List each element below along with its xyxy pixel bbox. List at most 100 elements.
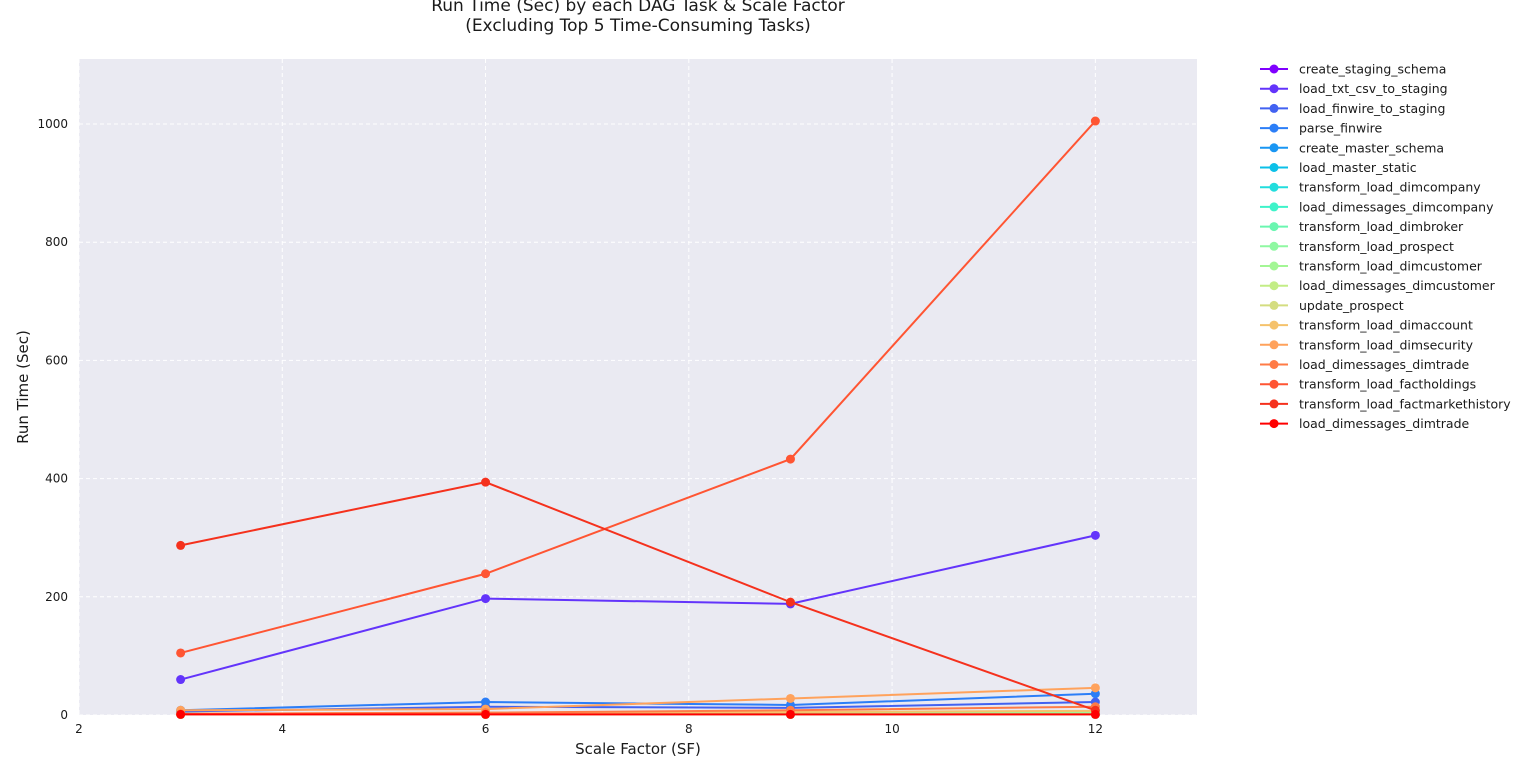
data-point <box>785 454 795 464</box>
series-load_dimessages_dimtrade <box>176 709 1100 719</box>
data-point <box>481 697 491 707</box>
chart-title-line2: (Excluding Top 5 Time-Consuming Tasks) <box>465 16 811 36</box>
legend-entry: parse_finwire <box>1260 121 1383 136</box>
y-tick-label: 400 <box>45 472 68 486</box>
legend-label: transform_load_factholdings <box>1299 377 1476 392</box>
legend-swatch-marker <box>1269 123 1279 133</box>
y-tick-label: 200 <box>45 590 68 604</box>
series-line <box>180 481 1096 712</box>
legend-label: load_dimessages_dimcompany <box>1299 199 1494 214</box>
legend-label: load_txt_csv_to_staging <box>1299 81 1448 96</box>
series-line <box>180 705 1096 715</box>
legend-label: update_prospect <box>1299 298 1404 313</box>
legend-label: transform_load_dimcompany <box>1299 180 1481 195</box>
data-point <box>176 675 186 685</box>
legend-entry: load_dimessages_dimcompany <box>1260 199 1494 214</box>
legend-entry: load_master_static <box>1260 160 1417 175</box>
legend-entry: load_dimessages_dimtrade <box>1260 357 1470 372</box>
legend-swatch-marker <box>1269 281 1279 291</box>
legend-entry: load_dimessages_dimcustomer <box>1260 278 1496 293</box>
x-tick-label: 12 <box>1088 722 1103 736</box>
data-point <box>1090 683 1100 693</box>
legend-label: transform_load_dimcustomer <box>1299 259 1483 274</box>
series-line <box>180 534 1096 681</box>
legend-entry: create_staging_schema <box>1260 62 1446 77</box>
legend-entry: load_finwire_to_staging <box>1260 101 1445 116</box>
legend-entry: transform_load_dimcompany <box>1260 180 1481 195</box>
x-axis-ticks: 2 4 6 8 10 12 <box>75 722 1103 736</box>
legend-entry: transform_load_dimaccount <box>1260 318 1473 333</box>
legend-label: load_dimessages_dimtrade <box>1299 416 1470 431</box>
series-transform_load_factholdings <box>176 116 1100 658</box>
legend-label: create_master_schema <box>1299 140 1444 155</box>
x-tick-label: 4 <box>278 722 286 736</box>
data-point <box>785 597 795 607</box>
legend-swatch-marker <box>1269 222 1279 232</box>
legend-label: load_finwire_to_staging <box>1299 101 1445 116</box>
legend-swatch-marker <box>1269 360 1279 369</box>
legend-swatch-marker <box>1269 64 1279 74</box>
x-tick-label: 8 <box>685 722 693 736</box>
legend-label: transform_load_dimsecurity <box>1299 337 1474 352</box>
series-lines <box>176 116 1100 719</box>
legend-label: transform_load_factmarkethistory <box>1299 396 1511 411</box>
y-tick-label: 600 <box>45 353 68 367</box>
legend-label: create_staging_schema <box>1299 62 1446 77</box>
legend-swatch-marker <box>1269 202 1279 212</box>
legend-label: load_master_static <box>1299 160 1417 175</box>
legend-entry: transform_load_prospect <box>1260 239 1454 254</box>
data-point <box>785 709 795 719</box>
y-axis-ticks: 0 200 400 600 800 1000 <box>37 117 68 722</box>
x-tick-label: 2 <box>75 722 83 736</box>
x-tick-label: 6 <box>482 722 490 736</box>
legend-swatch-marker <box>1269 143 1279 153</box>
data-point <box>176 540 186 550</box>
data-point <box>1090 116 1100 126</box>
legend: create_staging_schema load_txt_csv_to_sta… <box>1260 62 1511 431</box>
legend-swatch-marker <box>1269 241 1279 251</box>
legend-entry: load_dimessages_dimtrade <box>1260 416 1470 431</box>
data-point <box>176 648 186 658</box>
data-point <box>481 709 491 719</box>
plot-area <box>79 59 1197 715</box>
legend-label: transform_load_dimaccount <box>1299 318 1473 333</box>
legend-swatch-marker <box>1269 419 1279 429</box>
legend-swatch-marker <box>1269 182 1279 192</box>
legend-entry: create_master_schema <box>1260 140 1444 155</box>
chart-title-line1: Run Time (Sec) by each DAG Task & Scale … <box>431 0 845 16</box>
x-axis-label: Scale Factor (SF) <box>575 740 701 758</box>
legend-entry: transform_load_factmarkethistory <box>1260 396 1511 411</box>
y-tick-label: 800 <box>45 235 68 249</box>
legend-entry: transform_load_factholdings <box>1260 377 1476 392</box>
legend-label: transform_load_dimbroker <box>1299 219 1464 234</box>
legend-entry: transform_load_dimbroker <box>1260 219 1464 234</box>
y-tick-label: 1000 <box>37 117 68 131</box>
data-point <box>176 709 186 719</box>
data-point <box>1090 709 1100 719</box>
data-point <box>481 594 491 604</box>
series-line <box>180 686 1096 712</box>
legend-entry: transform_load_dimcustomer <box>1260 259 1483 274</box>
data-point <box>785 693 795 703</box>
data-point <box>481 569 491 579</box>
legend-entry: transform_load_dimsecurity <box>1260 337 1474 352</box>
y-axis-label: Run Time (Sec) <box>14 330 32 444</box>
legend-entry: load_txt_csv_to_staging <box>1260 81 1448 96</box>
legend-swatch-marker <box>1269 103 1279 113</box>
series-line <box>180 120 1097 654</box>
legend-swatch-marker <box>1269 379 1279 389</box>
legend-swatch-marker <box>1269 163 1279 172</box>
legend-swatch-marker <box>1269 340 1279 350</box>
legend-swatch-marker <box>1269 261 1279 271</box>
legend-swatch-marker <box>1269 300 1279 310</box>
y-tick-label: 0 <box>60 708 68 722</box>
legend-entry: update_prospect <box>1260 298 1404 313</box>
data-point <box>1090 530 1100 540</box>
legend-label: transform_load_prospect <box>1299 239 1454 254</box>
legend-swatch-marker <box>1269 320 1279 330</box>
legend-swatch-marker <box>1269 399 1279 409</box>
legend-label: load_dimessages_dimtrade <box>1299 357 1470 372</box>
legend-swatch-marker <box>1269 84 1279 94</box>
data-point <box>481 477 491 487</box>
